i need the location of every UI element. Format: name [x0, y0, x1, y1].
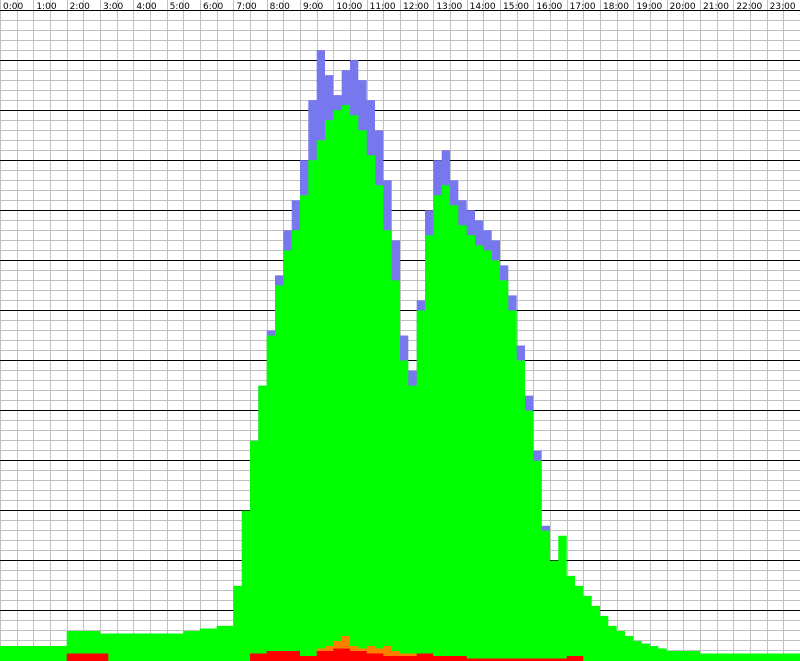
x-tick-label: 20:00 — [670, 2, 696, 12]
x-tick-label: 23:00 — [770, 2, 796, 12]
x-tick-label: 14:00 — [470, 2, 496, 12]
x-tick-label: 8:00 — [270, 2, 290, 12]
x-tick-label: 7:00 — [236, 2, 256, 12]
series-layer — [0, 50, 800, 661]
x-tick-label: 0:00 — [3, 2, 23, 12]
x-tick-label: 5:00 — [170, 2, 190, 12]
x-tick-label: 15:00 — [503, 2, 529, 12]
x-tick-label: 21:00 — [703, 2, 729, 12]
series-red-area — [66, 648, 584, 661]
x-tick-label: 19:00 — [636, 2, 662, 12]
x-tick-label: 4:00 — [136, 2, 156, 12]
series-green-area — [0, 105, 800, 661]
x-tick-label: 3:00 — [103, 2, 123, 12]
x-tick-label: 16:00 — [536, 2, 562, 12]
x-tick-label: 13:00 — [436, 2, 462, 12]
x-tick-label: 6:00 — [203, 2, 223, 12]
x-tick-label: 11:00 — [370, 2, 396, 12]
x-tick-label: 18:00 — [603, 2, 629, 12]
x-axis-tick-labels: 0:00 1:00 2:00 3:00 4:00 5:00 6:00 7:00 8:00 9:00… — [3, 2, 796, 12]
x-tick-label: 17:00 — [570, 2, 596, 12]
x-tick-label: 12:00 — [403, 2, 429, 12]
x-tick-label: 10:00 — [336, 2, 362, 12]
x-tick-label: 2:00 — [70, 2, 90, 12]
x-tick-label: 22:00 — [736, 2, 762, 12]
x-tick-label: 1:00 — [36, 2, 56, 12]
x-tick-label: 9:00 — [303, 2, 323, 12]
